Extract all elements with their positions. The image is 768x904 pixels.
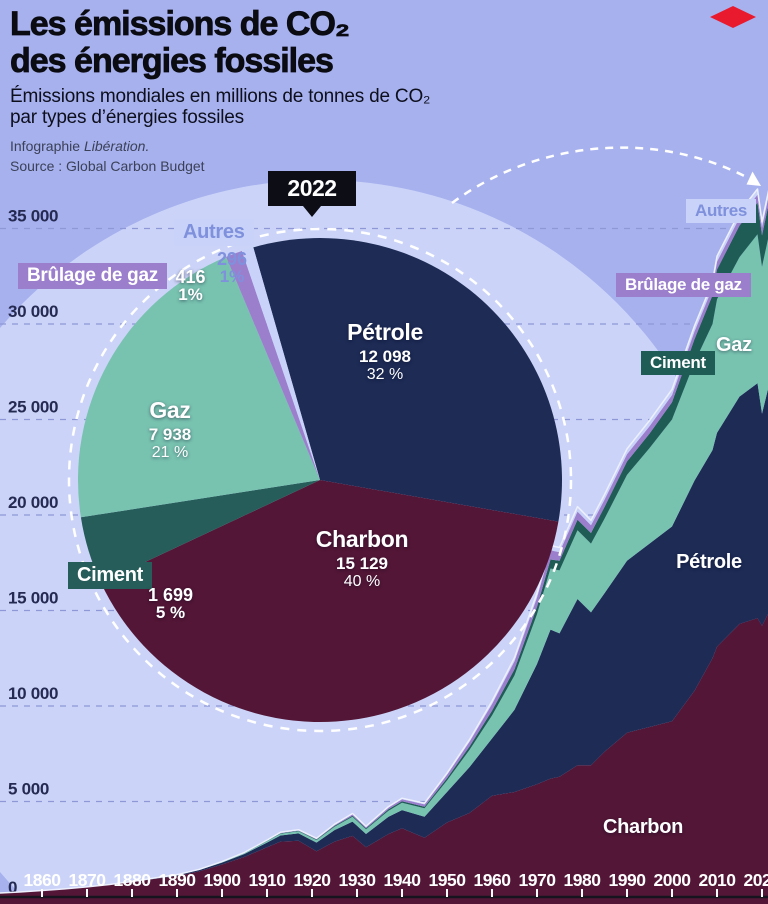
svg-text:1920: 1920 <box>294 870 332 890</box>
svg-text:1880: 1880 <box>114 870 152 890</box>
credits: Infographie Libération. Source : Global … <box>10 136 205 176</box>
pie-label-ciment: Ciment <box>68 562 152 589</box>
pie-callout-gaz: Gaz 7 938 21 % <box>148 397 192 461</box>
svg-text:1960: 1960 <box>474 870 512 890</box>
legend-brulage: Brûlage de gaz <box>616 273 751 297</box>
x-axis: 1860 1870 1880 1890 1900 1910 1920 1930 1940 1950… <box>0 870 768 904</box>
pie-values-ciment: 1 699 5 % <box>147 585 194 622</box>
source-line: Source : Global Carbon Budget <box>10 158 205 174</box>
liberation-diamond-logo <box>710 6 756 28</box>
pie-callout-charbon: Charbon 15 129 40 % <box>315 526 409 590</box>
pie-callout-petrole: Pétrole 12 098 32 % <box>347 319 423 383</box>
legend-charbon: Charbon <box>602 816 684 838</box>
legend-petrole: Pétrole <box>676 551 742 573</box>
pie-slice-Gaz <box>77 256 321 518</box>
subtitle: Émissions mondiales en millions de tonne… <box>10 86 630 128</box>
svg-text:30 000: 30 000 <box>8 302 58 321</box>
pie-values-autres: 296 1% <box>216 249 248 286</box>
pie-slice-Ciment <box>80 480 321 583</box>
svg-text:1970: 1970 <box>519 870 557 890</box>
svg-text:5 000: 5 000 <box>8 780 49 799</box>
svg-text:35 000: 35 000 <box>8 207 58 226</box>
pie-slice-Autres <box>241 247 320 480</box>
svg-text:1950: 1950 <box>429 870 467 890</box>
svg-text:2010: 2010 <box>699 870 737 890</box>
legend-gaz: Gaz <box>716 334 752 356</box>
year-callout: 2022 <box>268 171 356 217</box>
title-line-1: Les émissions de CO₂ <box>10 5 351 43</box>
pie-label-autres: Autres <box>174 219 254 246</box>
stacked-area-series <box>0 188 768 897</box>
title-line-2: des énergies fossiles <box>10 42 335 80</box>
pie-slice-Pétrole <box>253 238 562 522</box>
credit-brand: Libération. <box>83 138 150 154</box>
svg-text:2020: 2020 <box>744 870 768 890</box>
pie-highlight-ring <box>67 227 573 733</box>
svg-text:0: 0 <box>8 878 17 897</box>
arrow-head-icon <box>746 171 761 186</box>
svg-text:1860: 1860 <box>24 870 62 890</box>
svg-text:20 000: 20 000 <box>8 493 58 512</box>
svg-text:25 000: 25 000 <box>8 398 58 417</box>
svg-text:2000: 2000 <box>654 870 692 890</box>
subtitle-line-1: Émissions mondiales en millions de tonne… <box>10 86 431 107</box>
svg-text:1930: 1930 <box>339 870 377 890</box>
pie-slice-Brûlage de gaz <box>226 251 320 480</box>
svg-text:1890: 1890 <box>159 870 197 890</box>
credit-line: Infographie Libération. <box>10 138 150 154</box>
pie-slice-Charbon <box>100 480 559 723</box>
svg-text:1900: 1900 <box>204 870 242 890</box>
svg-text:1940: 1940 <box>384 870 422 890</box>
svg-text:15 000: 15 000 <box>8 589 58 608</box>
svg-text:1990: 1990 <box>609 870 647 890</box>
pie-2022 <box>77 238 562 723</box>
page-title: Les émissions de CO₂ des énergies fossil… <box>10 5 650 80</box>
arrow-to-2022 <box>451 146 753 205</box>
pie-label-brulage: Brûlage de gaz <box>18 263 167 289</box>
legend-ciment: Ciment <box>641 351 715 375</box>
legend-autres: Autres <box>686 199 757 223</box>
svg-text:10 000: 10 000 <box>8 684 58 703</box>
svg-text:1980: 1980 <box>564 870 602 890</box>
svg-text:1870: 1870 <box>69 870 107 890</box>
subtitle-line-2: par types d’énergies fossiles <box>10 107 244 128</box>
svg-text:1910: 1910 <box>249 870 287 890</box>
pie-values-brulage: 416 1% <box>175 267 206 304</box>
